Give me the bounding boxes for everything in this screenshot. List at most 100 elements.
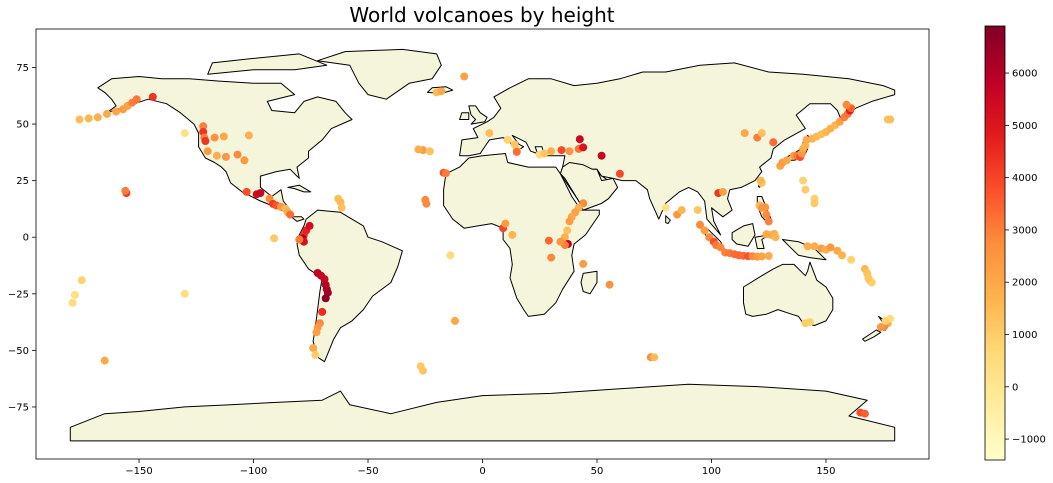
volcano-point [199, 122, 208, 131]
colorbar-tick-label: 0 [1012, 382, 1018, 393]
volcano-point [540, 149, 549, 158]
volcano-point [425, 147, 434, 156]
land-ireland [459, 112, 470, 120]
land-arabia-fix [559, 162, 619, 211]
volcano-point [826, 243, 835, 252]
x-tick-label: −100 [240, 466, 267, 477]
volcano-point [286, 210, 295, 219]
volcano-point [460, 72, 469, 81]
volcano-point [756, 176, 765, 185]
volcano-point [270, 234, 279, 243]
volcano-point [860, 409, 869, 418]
land-arctic-islands [207, 53, 328, 75]
volcano-point [575, 135, 584, 144]
y-tick-label: 50 [16, 120, 29, 131]
volcano-point [556, 237, 565, 246]
colorbar-tick-label: −1000 [1012, 435, 1046, 446]
volcano-point [180, 289, 189, 298]
land-cuba [287, 184, 312, 193]
volcano-point [437, 87, 446, 96]
land-new-guinea [782, 239, 827, 261]
volcano-point [501, 219, 510, 228]
land-new-zealand-s [862, 329, 882, 342]
volcano-point [295, 235, 304, 244]
land-madagascar [580, 270, 598, 295]
volcano-point [93, 113, 102, 122]
colorbar-axis: 6000 5000 4000 3000 2000 1000 0 −1000 [1005, 69, 1046, 446]
volcano-point [810, 242, 819, 251]
volcano-point [547, 253, 556, 262]
volcano-point [799, 176, 808, 185]
volcano-point [305, 221, 314, 230]
volcano-points [68, 72, 895, 418]
land-australia [743, 261, 834, 326]
volcano-point [446, 251, 455, 260]
volcano-point [84, 114, 93, 123]
volcano-point [100, 356, 109, 365]
volcano-point [783, 156, 791, 165]
volcano-point [219, 132, 228, 141]
y-tick-label: 75 [16, 63, 29, 74]
volcano-point [212, 151, 221, 160]
volcano-point [700, 226, 709, 235]
land-greenland [317, 48, 442, 100]
volcano-point [419, 366, 427, 375]
x-tick-label: 50 [591, 466, 604, 477]
volcano-point [565, 147, 574, 156]
land-south-america [296, 209, 403, 363]
volcano-point [547, 147, 556, 156]
volcano-point [563, 226, 572, 235]
volcano-point [121, 186, 130, 195]
volcano-point [876, 323, 885, 332]
volcano-point [842, 100, 851, 109]
land-borneo [731, 223, 756, 247]
volcano-point [881, 316, 890, 325]
volcano-point [764, 217, 773, 226]
volcano-point [838, 251, 846, 260]
colorbar-tick-label: 4000 [1012, 173, 1037, 184]
volcano-point [718, 187, 727, 196]
volcano-point [764, 252, 773, 260]
volcano-point [512, 147, 521, 156]
colorbar-tick-label: 5000 [1012, 121, 1037, 132]
chart-title: World volcanoes by height [349, 3, 614, 27]
volcano-point [422, 199, 431, 208]
volcano-point [503, 135, 512, 144]
volcano-point [716, 243, 725, 252]
volcano-point [771, 233, 780, 242]
volcano-point [757, 252, 766, 261]
volcano-point [309, 344, 318, 353]
volcano-point [68, 298, 77, 307]
colorbar-tick-label: 1000 [1012, 330, 1037, 341]
volcano-point [565, 217, 574, 226]
land-north-america [97, 76, 353, 222]
y-tick-label: −50 [8, 346, 29, 357]
colorbar-tick-label: 6000 [1012, 69, 1037, 80]
volcano-point [557, 146, 566, 155]
volcano-point [615, 169, 624, 178]
volcano-point [677, 206, 686, 215]
volcano-point [847, 255, 856, 264]
volcano-point [180, 129, 189, 138]
volcano-point [579, 143, 588, 152]
volcano-point [337, 203, 346, 212]
volcano-point [805, 318, 814, 327]
volcano-point [761, 203, 770, 212]
volcano-point [233, 150, 242, 159]
volcano-point [757, 129, 766, 138]
y-tick-label: 25 [16, 176, 29, 187]
volcano-point [803, 242, 812, 251]
volcano-point [762, 210, 771, 219]
volcano-point [222, 152, 230, 161]
land-uk [468, 105, 488, 125]
volcano-point [544, 236, 553, 245]
colorbar-tick-label: 2000 [1012, 278, 1037, 289]
volcano-point [864, 273, 873, 282]
volcano-point [740, 129, 749, 138]
x-tick-label: −150 [125, 466, 152, 477]
volcano-point [75, 115, 84, 124]
y-tick-label: 0 [23, 233, 29, 244]
y-axis: 75 50 25 0 −25 −50 −75 [8, 63, 36, 413]
volcano-point [762, 230, 771, 239]
volcano-point [70, 290, 79, 299]
